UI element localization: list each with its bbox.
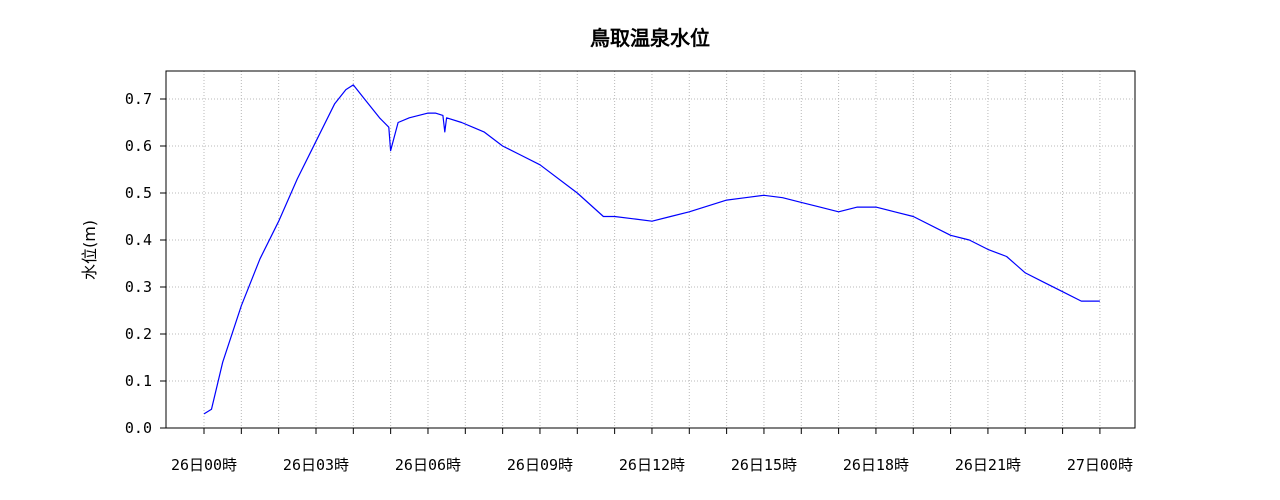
x-tick-label: 26日18時 [843, 456, 909, 474]
x-tick-label: 26日00時 [171, 456, 237, 474]
y-tick-label: 0.4 [125, 231, 152, 249]
y-tick-label: 0.2 [125, 325, 152, 343]
plot-frame [165, 70, 1136, 429]
x-tick-label: 26日06時 [395, 456, 461, 474]
y-tick-label: 0.7 [125, 90, 152, 108]
series-line [203, 84, 1100, 415]
x-tick-label: 27日00時 [1067, 456, 1133, 474]
y-tick-label: 0.5 [125, 184, 152, 202]
series-layer [203, 84, 1100, 415]
y-axis-label: 水位(m) [80, 220, 99, 280]
x-tick-label: 26日21時 [955, 456, 1021, 474]
tick-labels: 0.0 0.1 0.2 0.3 0.4 0.5 0.6 0.7 26日00時 26日03時 26日0… [125, 90, 1133, 474]
grid-lines [166, 71, 1135, 428]
x-tick-label: 26日09時 [507, 456, 573, 474]
y-tick-label: 0.0 [125, 419, 152, 437]
y-tick-label: 0.3 [125, 278, 152, 296]
y-tick-label: 0.6 [125, 137, 152, 155]
axis-ticks [160, 98, 1101, 434]
x-tick-label: 26日03時 [283, 456, 349, 474]
x-tick-label: 26日12時 [619, 456, 685, 474]
x-tick-label: 26日15時 [731, 456, 797, 474]
y-tick-label: 0.1 [125, 372, 152, 390]
chart-title: 鳥取温泉水位 [590, 26, 710, 50]
